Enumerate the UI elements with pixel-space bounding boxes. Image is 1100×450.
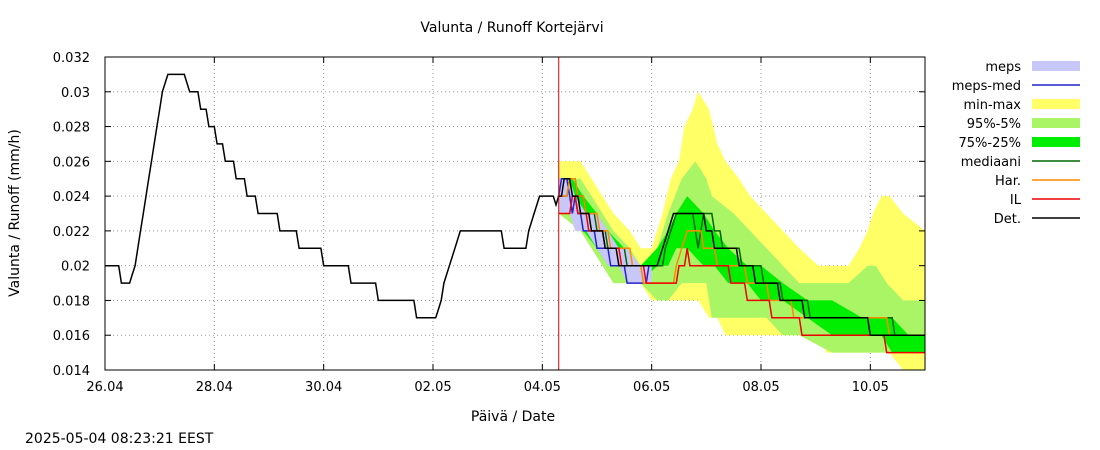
x-tick-label: 10.05 (852, 380, 889, 395)
legend-label: 75%-25% (959, 136, 1021, 151)
legend-label: 95%-5% (967, 117, 1021, 132)
line-har (558, 177, 925, 336)
y-tick-label: 0.018 (53, 294, 90, 309)
legend-swatch-minmax (1032, 99, 1080, 109)
x-tick-label: 02.05 (414, 380, 451, 395)
line-det (558, 177, 925, 336)
legend-swatch-meps (1032, 61, 1080, 71)
timestamp: 2025-05-04 08:23:21 EEST (25, 431, 214, 447)
legend-label: Det. (994, 212, 1021, 227)
legend-label: meps-med (952, 79, 1021, 94)
legend-label: IL (1010, 193, 1022, 208)
x-tick-label: 30.04 (305, 380, 342, 395)
legend-label: mediaani (961, 155, 1021, 170)
y-tick-label: 0.032 (53, 51, 90, 66)
y-tick-label: 0.028 (53, 121, 90, 136)
x-tick-label: 04.05 (524, 380, 561, 395)
x-tick-label: 06.05 (633, 380, 670, 395)
legend-label: Har. (995, 174, 1021, 189)
legend-swatch-p75_25 (1032, 137, 1080, 147)
legend-label: min-max (963, 98, 1021, 113)
y-tick-label: 0.016 (53, 329, 90, 344)
legend: meps meps-med min-max 95%-5% 75%-25% mediaani… (952, 60, 1080, 227)
y-tick-label: 0.02 (61, 260, 90, 275)
legend-swatch-p95_5 (1032, 118, 1080, 128)
x-axis: 26.04 28.04 30.04 02.05 04.05 06.05 08.05 10.05 (86, 57, 889, 395)
plot-frame (104, 56, 926, 371)
series-lines (105, 57, 925, 370)
y-tick-label: 0.026 (53, 155, 90, 170)
x-axis-label: Päivä / Date (471, 409, 555, 425)
legend-label: meps (985, 60, 1021, 75)
chart-title: Valunta / Runoff Kortejärvi (420, 20, 603, 36)
y-tick-label: 0.014 (53, 364, 90, 379)
x-tick-label: 26.04 (86, 380, 123, 395)
y-axis: 0.014 0.016 0.018 0.02 0.022 0.024 0.026 0.028 0… (53, 51, 925, 379)
y-tick-label: 0.022 (53, 225, 90, 240)
line-observed (105, 73, 560, 319)
y-tick-label: 0.024 (53, 190, 90, 205)
y-axis-label: Valunta / Runoff (mm/h) (7, 129, 23, 297)
y-tick-label: 0.03 (61, 86, 90, 101)
x-tick-label: 28.04 (196, 380, 233, 395)
x-tick-label: 08.05 (742, 380, 779, 395)
